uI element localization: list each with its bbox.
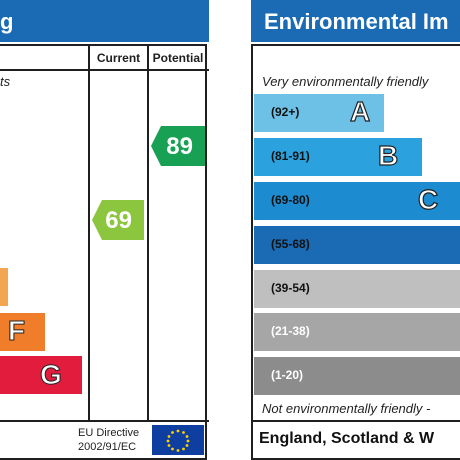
current-rating-value: 69 xyxy=(105,207,132,234)
eu-directive-line2: 2002/91/EC xyxy=(78,441,137,453)
column-divider xyxy=(88,44,90,422)
footer-divider xyxy=(251,420,460,422)
env-band-e: (39-54) xyxy=(254,270,460,308)
env-band-d: (55-68) xyxy=(254,226,460,264)
energy-rating-panel: g Current Potential ts F G 69 89 EU Dire… xyxy=(0,0,209,460)
env-band-g: (1-20) xyxy=(254,357,460,395)
band-range: (92+) xyxy=(271,105,300,119)
band-range: (81-91) xyxy=(271,149,310,163)
environment-bottom-label: Not environmentally friendly - xyxy=(262,401,431,416)
potential-column-header: Potential xyxy=(152,51,204,65)
band-letter: G xyxy=(40,359,63,391)
region-footer: England, Scotland & W xyxy=(259,430,435,447)
env-band-a: (92+) A xyxy=(254,94,384,132)
environment-title: Environmental Im xyxy=(264,9,449,34)
energy-table-frame xyxy=(0,44,207,460)
energy-title: g xyxy=(0,9,14,34)
environment-header: Environmental Im xyxy=(251,0,460,42)
eu-flag-icon xyxy=(152,425,204,455)
env-band-b: (81-91) B xyxy=(254,138,422,176)
potential-rating-badge: 89 xyxy=(151,126,205,166)
environment-top-label: Very environmentally friendly xyxy=(262,74,429,89)
env-band-f: (21-38) xyxy=(254,313,460,351)
band-range: (39-54) xyxy=(271,281,310,295)
band-letter: A xyxy=(349,95,371,127)
energy-band-f: F xyxy=(0,313,45,351)
eu-directive-label: EU Directive 2002/91/EC xyxy=(78,426,139,454)
environment-table-frame xyxy=(251,44,460,460)
header-divider xyxy=(0,69,209,71)
current-column-header: Current xyxy=(96,51,141,65)
band-letter: F xyxy=(7,315,26,347)
energy-header: g xyxy=(0,0,209,42)
band-range: (1-20) xyxy=(271,368,304,382)
potential-arrow-shape xyxy=(151,126,205,166)
potential-rating-value: 89 xyxy=(166,133,193,160)
footer-divider xyxy=(0,420,209,422)
eu-directive-line1: EU Directive xyxy=(78,427,140,439)
environmental-impact-panel: Environmental Im Very environmentally fr… xyxy=(251,0,460,460)
band-range: (69-80) xyxy=(271,193,310,207)
energy-band-g: G xyxy=(0,356,82,394)
band-range: (21-38) xyxy=(271,324,310,338)
column-divider xyxy=(147,44,149,422)
current-arrow-shape xyxy=(92,200,144,240)
energy-band-e xyxy=(0,268,8,306)
band-range: (55-68) xyxy=(271,237,310,251)
band-letter: B xyxy=(377,139,399,171)
band-letter: C xyxy=(417,183,439,215)
env-band-c: (69-80) C xyxy=(254,182,460,220)
current-rating-badge: 69 xyxy=(92,200,144,240)
efficiency-top-label: ts xyxy=(0,74,11,89)
